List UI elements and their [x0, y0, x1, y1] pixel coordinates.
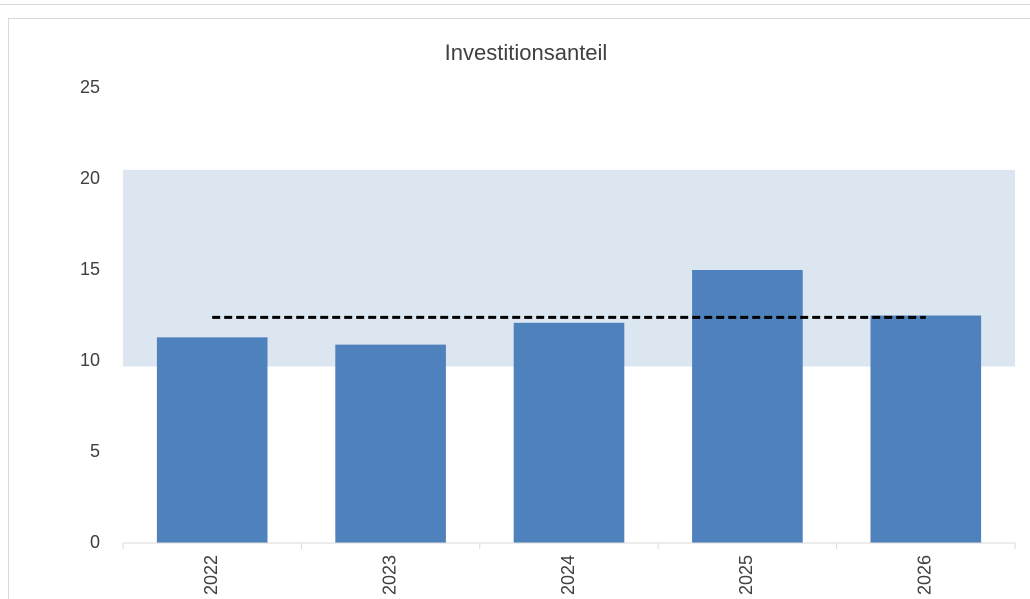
y-tick-label: 0: [90, 532, 100, 552]
bar: [335, 344, 446, 543]
chart-title: Investitionsanteil: [445, 40, 608, 65]
y-tick-label: 20: [80, 168, 100, 188]
bar: [692, 270, 803, 543]
y-tick-label: 25: [80, 77, 100, 97]
x-tick-label: 2024: [558, 555, 578, 595]
y-tick-label: 10: [80, 350, 100, 370]
x-tick-label: 2023: [379, 555, 399, 595]
x-tick-label: 2022: [201, 555, 221, 595]
bar: [156, 337, 268, 543]
x-tick-label: 2025: [736, 555, 756, 595]
bar: [870, 315, 982, 543]
chart-frame: [8, 18, 1030, 599]
y-tick-label: 15: [80, 259, 100, 279]
x-tick-label: 2026: [915, 555, 935, 595]
y-tick-label: 5: [90, 441, 100, 461]
bar: [513, 322, 625, 543]
